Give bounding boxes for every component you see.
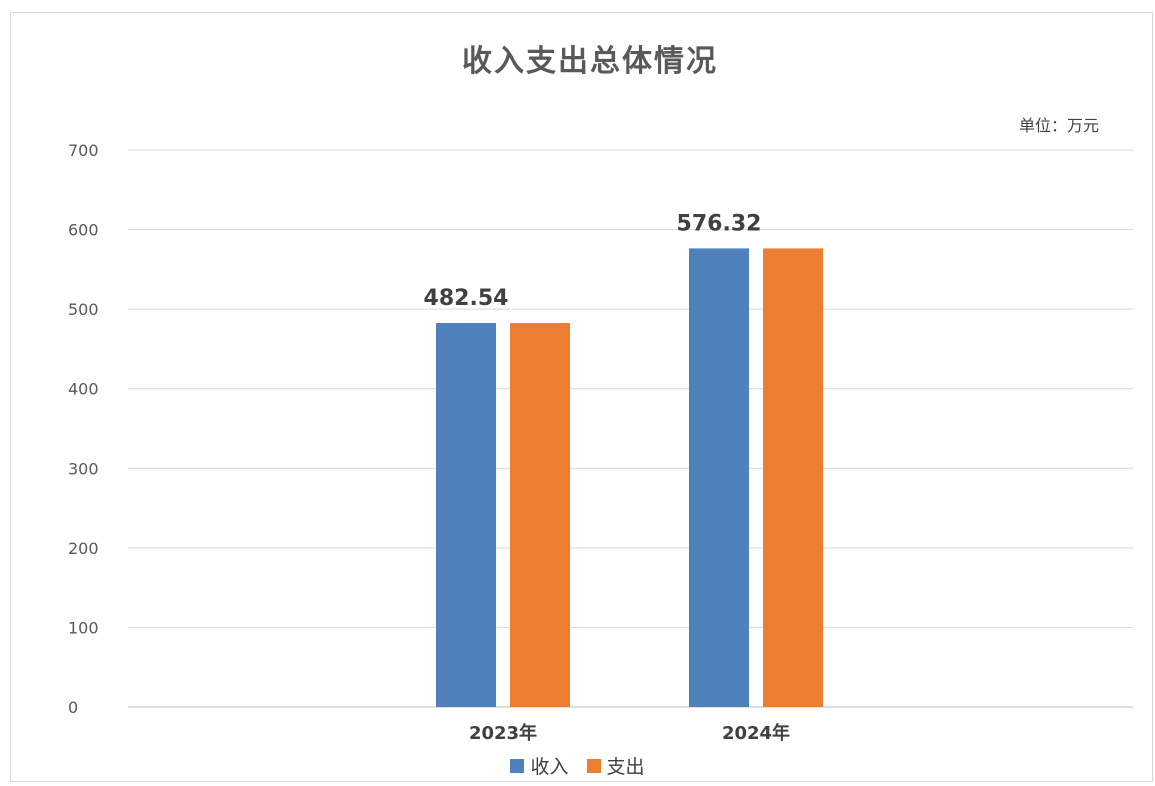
legend-swatch-expense [586, 758, 601, 773]
bar-income [689, 248, 749, 707]
unit-label: 单位：万元 [1018, 116, 1099, 135]
y-tick-label: 300 [68, 459, 99, 478]
legend-label-income: 收入 [530, 756, 569, 778]
y-tick-label: 0 [68, 698, 78, 717]
data-label: 576.32 [677, 211, 762, 236]
legend: 收入 支出 [0, 752, 1155, 779]
legend-swatch-income [510, 758, 525, 773]
y-tick-label: 700 [68, 141, 99, 160]
legend-item-income: 收入 [510, 752, 568, 779]
x-tick-label: 2023年 [469, 722, 537, 744]
bar-expense [763, 248, 823, 707]
y-tick-label: 600 [68, 221, 99, 240]
y-tick-label: 400 [68, 380, 99, 399]
legend-item-expense: 支出 [586, 752, 645, 779]
data-label: 482.54 [424, 286, 509, 311]
bar-expense [510, 323, 570, 707]
chart-frame [10, 12, 1153, 782]
legend-label-expense: 支出 [606, 756, 645, 778]
bar-income [436, 323, 496, 707]
y-tick-label: 100 [68, 618, 99, 637]
y-tick-label: 200 [68, 539, 99, 558]
x-tick-label: 2024年 [722, 722, 790, 744]
chart-title: 收入支出总体情况 [462, 44, 718, 79]
y-tick-label: 500 [68, 300, 99, 319]
